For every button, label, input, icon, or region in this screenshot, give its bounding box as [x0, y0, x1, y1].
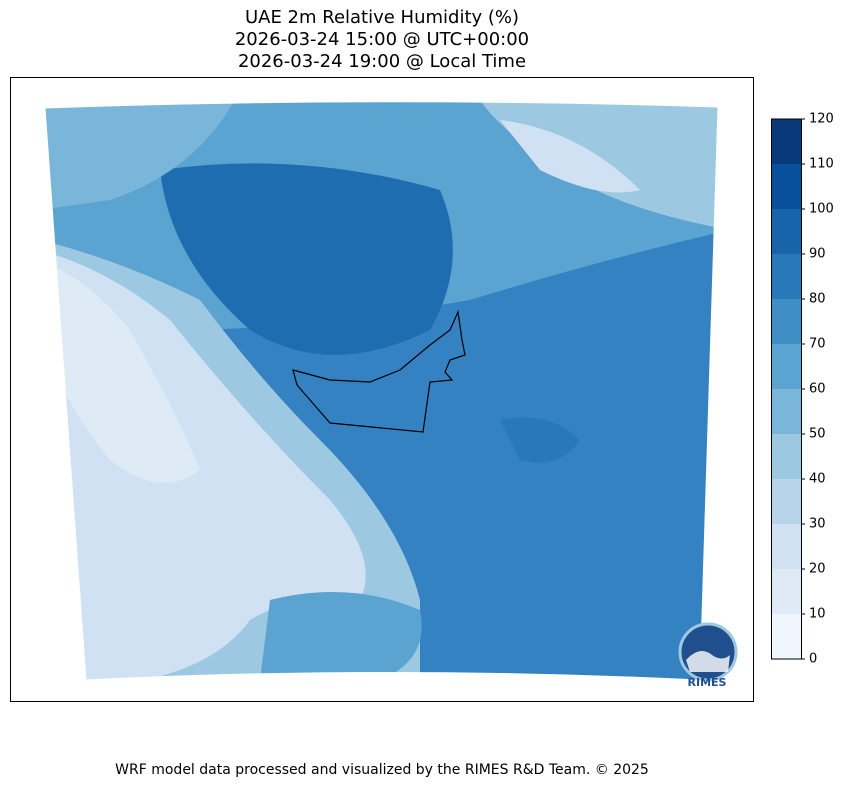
colorbar: 0 10 20 30 40 50 60 70 80 90 100 110 120: [771, 112, 834, 667]
subtitle: 2026-03-24 19:00 @ Local Time: [238, 51, 526, 72]
colorbar-tick-label: 60: [809, 382, 826, 397]
colorbar-band: [771, 434, 801, 479]
colorbar-tick-label: 120: [809, 112, 834, 127]
colorbar-band: [771, 344, 801, 389]
colorbar-tick-label: 90: [809, 247, 826, 262]
map-frame: [10, 77, 754, 702]
colorbar-tick-label: 50: [809, 427, 826, 442]
colorbar-tick-label: 70: [809, 337, 826, 352]
colorbar-band: [771, 209, 801, 254]
colorbar-tick-label: 110: [809, 157, 834, 172]
colorbar-band: [771, 299, 801, 344]
logo-label: RIMES: [688, 676, 727, 689]
colorbar-tick-label: 100: [809, 202, 834, 217]
colorbar-band: [771, 389, 801, 434]
colorbar-tick-label: 0: [809, 652, 817, 667]
logo: RIMES: [678, 622, 738, 689]
colorbar-tick-label: 40: [809, 472, 826, 487]
footer: WRF model data processed and visualized …: [115, 762, 649, 778]
colorbar-band: [771, 119, 801, 164]
colorbar-band: [771, 569, 801, 614]
humidity-field: [45, 101, 718, 680]
colorbar-band: [771, 614, 801, 659]
subtitle: 2026-03-24 15:00 @ UTC+00:00: [235, 29, 529, 50]
colorbar-tick-label: 20: [809, 562, 826, 577]
colorbar-tick-label: 30: [809, 517, 826, 532]
domain-edge: [44, 101, 719, 681]
title: UAE 2m Relative Humidity (%): [245, 7, 519, 28]
uae-border: [292, 309, 466, 433]
colorbar-band: [771, 164, 801, 209]
colorbar-band: [771, 479, 801, 524]
colorbar-tick-label: 10: [809, 607, 826, 622]
colorbar-band: [771, 524, 801, 569]
colorbar-band: [771, 254, 801, 299]
colorbar-tick-label: 80: [809, 292, 826, 307]
logo-wave: [686, 651, 730, 672]
